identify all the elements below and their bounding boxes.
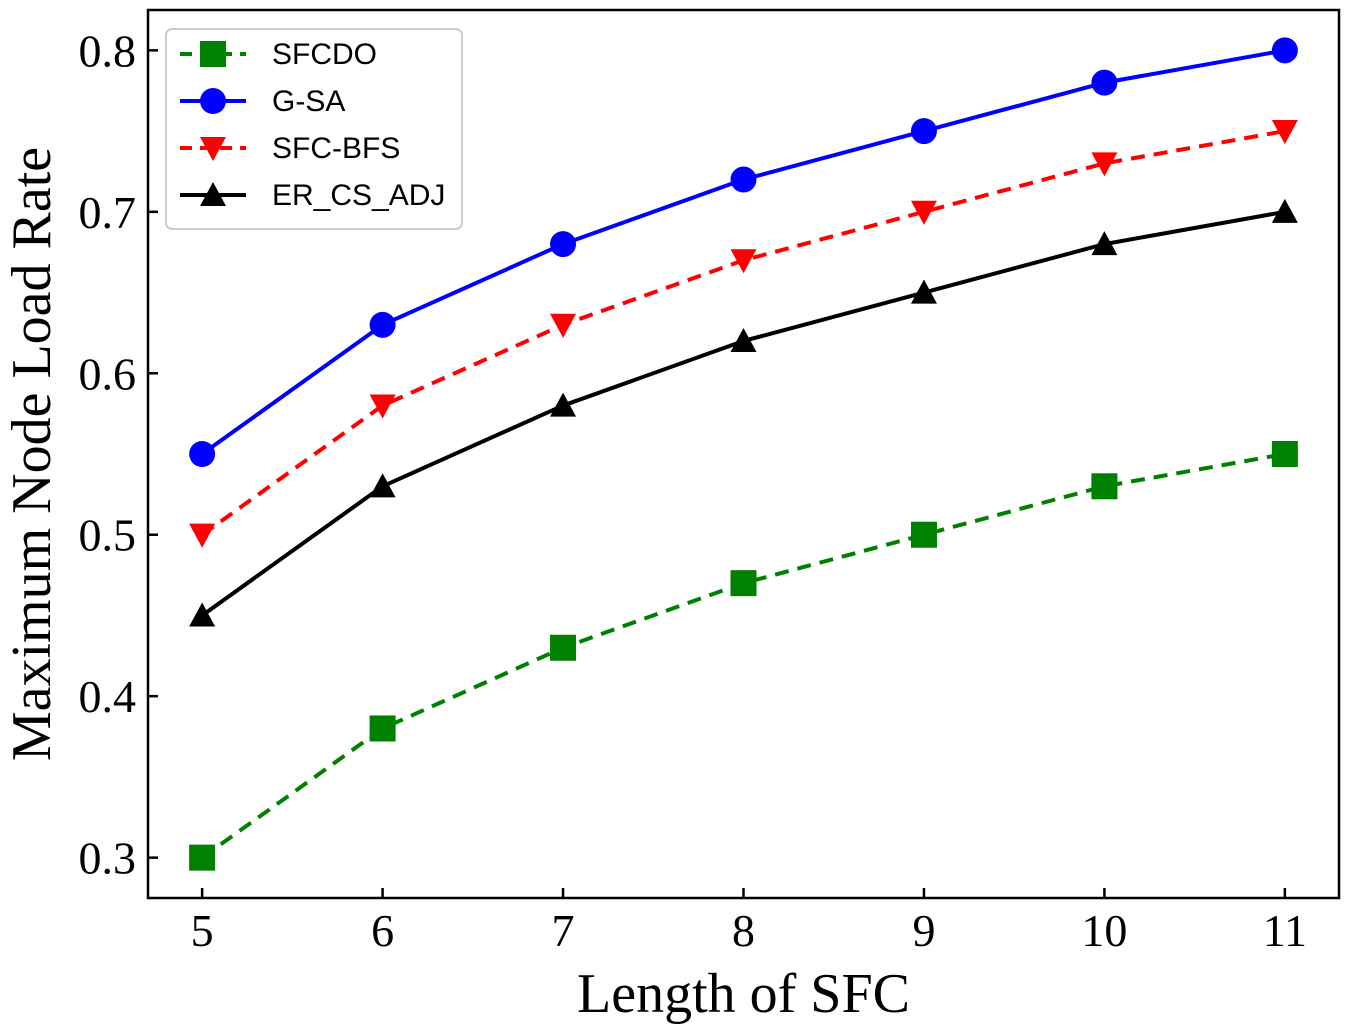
data-point: [910, 279, 937, 304]
data-point: [1271, 120, 1298, 145]
y-tick-label: 0.6: [79, 348, 137, 399]
x-tick-label: 11: [1263, 905, 1307, 956]
data-point: [1091, 152, 1118, 177]
legend-box: [165, 28, 463, 230]
data-point: [550, 313, 577, 338]
legend-marker: [200, 41, 226, 67]
data-point: [730, 249, 757, 274]
legend-item: SFCDO: [180, 38, 377, 71]
y-tick-label: 0.5: [79, 510, 137, 561]
y-axis-title: Maximum Node Load Rate: [1, 147, 63, 761]
legend-label: SFC-BFS: [272, 132, 400, 165]
data-point: [369, 394, 396, 419]
data-point: [730, 327, 757, 353]
axis-ticks: 5 6 7 8 9 10 11 0.3 0.4 0.5 0.6 0.7 0.8: [79, 25, 1308, 956]
x-tick-label: 6: [371, 905, 394, 956]
x-tick-label: 8: [732, 905, 755, 956]
series-sfcdo: [189, 441, 1298, 871]
plot-marks: [189, 37, 1298, 871]
data-point: [550, 231, 577, 258]
x-tick-label: 5: [191, 905, 214, 956]
x-tick-label: 7: [552, 905, 575, 956]
legend-label: G-SA: [272, 85, 345, 118]
legend-item: SFC-BFS: [180, 132, 400, 165]
y-tick-label: 0.7: [79, 187, 137, 238]
series-sfc-bfs: [189, 120, 1298, 548]
legend-item: ER_CS_ADJ: [180, 179, 445, 212]
data-point: [1271, 441, 1298, 467]
y-tick-label: 0.4: [79, 671, 137, 722]
data-point: [550, 392, 577, 417]
data-point: [189, 441, 216, 467]
legend-marker: [200, 182, 226, 207]
data-point: [730, 166, 757, 193]
data-point: [1091, 69, 1118, 96]
legend-marker: [200, 136, 226, 161]
y-tick-label: 0.8: [79, 25, 137, 76]
data-point: [730, 570, 757, 597]
data-point: [189, 602, 216, 627]
data-point: [1271, 198, 1298, 223]
legend: SFCDO G-SA SFC-BFS ER_CS_ADJ: [165, 28, 463, 230]
series-g-sa: [189, 37, 1298, 467]
legend-marker: [200, 88, 226, 114]
x-axis-title: Length of SFC: [577, 963, 910, 1025]
legend-item: G-SA: [180, 85, 345, 118]
data-point: [1271, 37, 1298, 64]
data-point: [189, 844, 216, 871]
x-tick-label: 10: [1081, 905, 1127, 956]
data-point: [369, 311, 396, 338]
x-tick-label: 9: [912, 905, 935, 956]
data-point: [910, 521, 937, 548]
data-point: [910, 118, 937, 145]
data-point: [1091, 473, 1118, 500]
legend-label: SFCDO: [272, 38, 377, 71]
data-point: [1091, 231, 1118, 256]
series-er-cs-adj: [189, 198, 1298, 627]
legend-label: ER_CS_ADJ: [272, 179, 445, 212]
series-line: [200, 452, 1286, 860]
data-point: [369, 715, 396, 742]
data-point: [550, 634, 577, 661]
y-tick-label: 0.3: [79, 833, 137, 884]
data-point: [189, 523, 216, 548]
data-point: [910, 200, 937, 225]
data-point: [369, 473, 396, 498]
